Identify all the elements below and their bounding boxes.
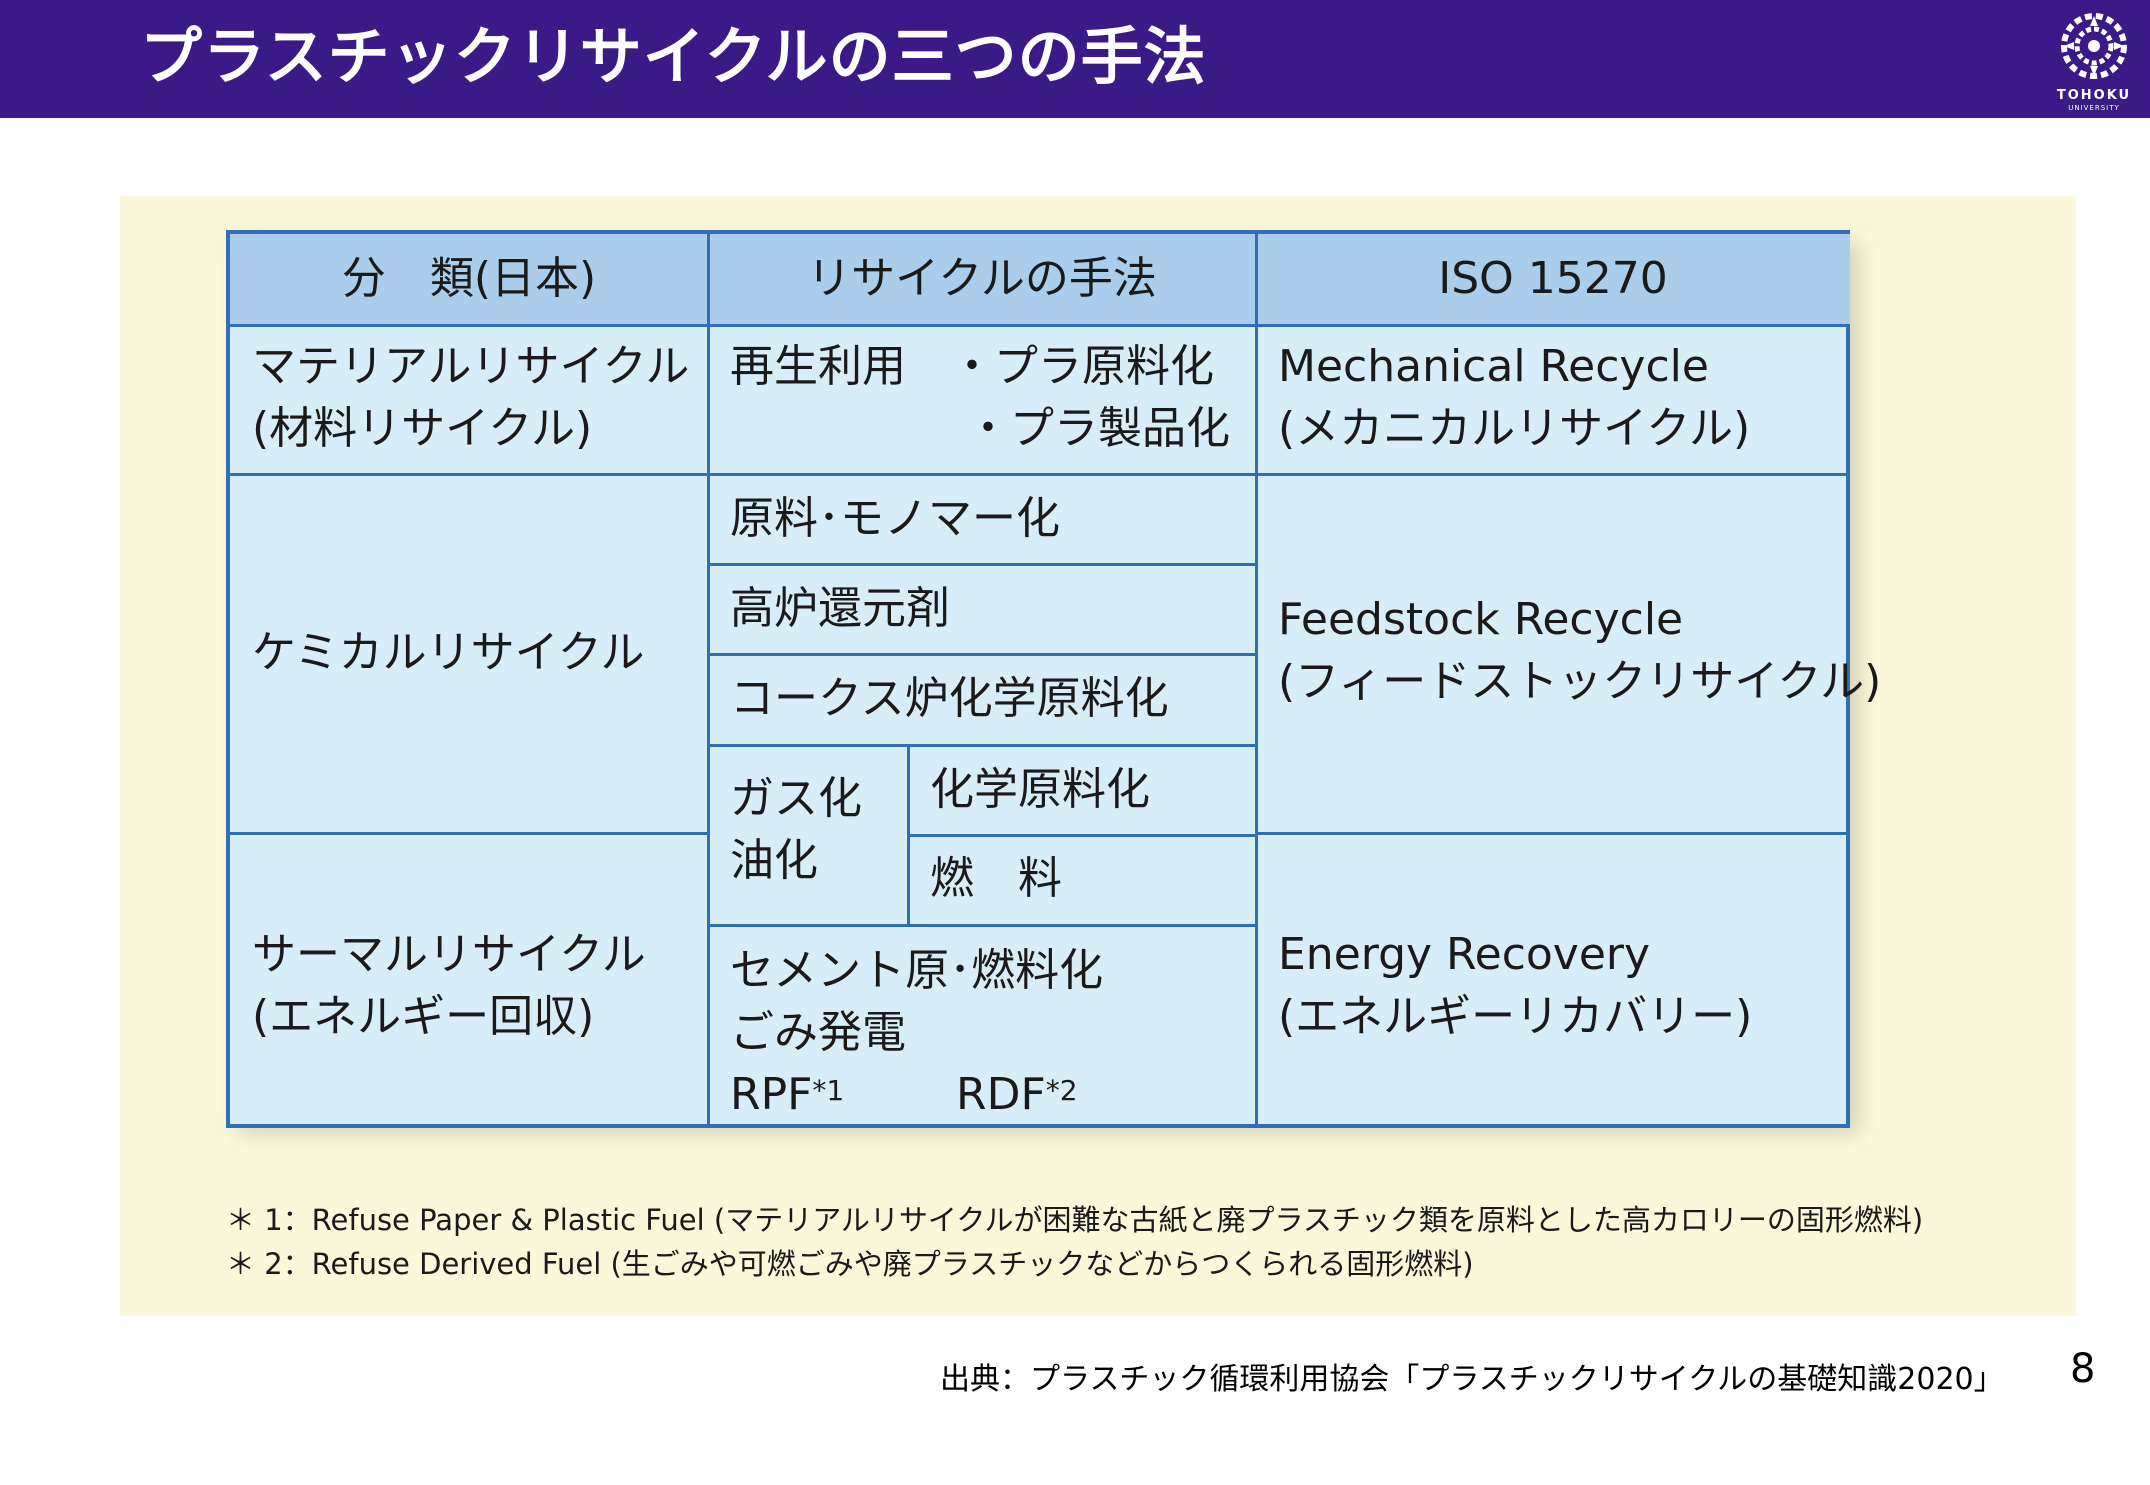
slide-title: プラスチックリサイクルの三つの手法	[140, 20, 1207, 93]
thermal-method-line2: ごみ発電	[730, 1007, 906, 1058]
recycling-methods-table: 分 類(日本) リサイクルの手法 ISO 15270 マテリアルリサイクル (材…	[226, 230, 1881, 1128]
thermal-method-line1: セメント原･燃料化	[730, 945, 1104, 996]
chemical-method-blast-furnace: 高炉還元剤	[730, 583, 950, 634]
chemical-iso-line1: Feedstock Recycle	[1278, 594, 1684, 645]
university-logo: TOHOKU UNIVERSITY	[2052, 8, 2136, 114]
row-divider	[230, 324, 1850, 327]
chemical-iso-line2: (フィードストックリサイクル)	[1278, 656, 1882, 707]
material-method-line2: ・プラ製品化	[966, 403, 1230, 454]
row-divider	[708, 653, 1256, 656]
footnote-2: ＊ 2：Refuse Derived Fuel (生ごみや可燃ごみや廃プラスチッ…	[226, 1247, 1474, 1281]
material-method-line1: 再生利用 ・プラ原料化	[730, 341, 1214, 392]
page-number: 8	[2070, 1346, 2096, 1392]
chemical-method-coke-oven: コークス炉化学原料化	[730, 673, 1169, 724]
source-citation: 出典：プラスチック循環利用協会「プラスチックリサイクルの基礎知識2020」	[940, 1362, 2004, 1397]
header-method: リサイクルの手法	[708, 234, 1256, 324]
thermal-iso-line2: (エネルギーリカバリー)	[1278, 991, 1753, 1042]
row-divider	[708, 924, 1256, 927]
column-divider	[707, 234, 710, 1128]
logo-subtext: UNIVERSITY	[2068, 104, 2120, 112]
row-divider	[230, 832, 708, 835]
material-category-line2: (材料リサイクル)	[252, 403, 593, 454]
row-divider	[1256, 832, 1850, 835]
rpf-label: RPF	[730, 1069, 813, 1120]
footnote-1: ＊ 1：Refuse Paper & Plastic Fuel (マテリアルリサ…	[226, 1203, 1924, 1237]
thermal-method-rpf: RPF*1	[730, 1064, 844, 1126]
thermal-method-rdf: RDF*2	[956, 1064, 1078, 1126]
material-iso-line2: (メカニカルリサイクル)	[1278, 403, 1751, 454]
header-iso: ISO 15270	[1256, 234, 1850, 324]
column-divider	[907, 744, 910, 924]
chemical-category: ケミカルリサイクル	[252, 627, 645, 678]
row-divider	[708, 744, 1256, 747]
chemical-method-chemical-feedstock: 化学原料化	[930, 764, 1150, 815]
logo-text: TOHOKU	[2056, 88, 2132, 103]
chemical-method-monomer: 原料･モノマー化	[730, 493, 1060, 544]
title-bar: プラスチックリサイクルの三つの手法 TOHOKU UNIVERSITY	[0, 0, 2150, 118]
thermal-category-line1: サーマルリサイクル	[252, 929, 646, 980]
thermal-iso-line1: Energy Recovery	[1278, 929, 1651, 980]
rpf-footnote-marker: *1	[812, 1074, 845, 1107]
rdf-label: RDF	[956, 1069, 1046, 1120]
material-iso-line1: Mechanical Recycle	[1278, 341, 1709, 392]
header-category: 分 類(日本)	[230, 234, 708, 324]
row-divider	[708, 563, 1256, 566]
material-category-line1: マテリアルリサイクル	[252, 341, 690, 392]
tohoku-emblem-icon	[2061, 13, 2127, 79]
footnotes: ＊ 1：Refuse Paper & Plastic Fuel (マテリアルリサ…	[226, 1198, 1923, 1286]
chemical-method-fuel: 燃 料	[930, 853, 1062, 904]
column-divider	[1255, 234, 1258, 1128]
chemical-method-gasification: ガス化	[730, 773, 862, 824]
row-divider	[230, 473, 1850, 476]
thermal-category-line2: (エネルギー回収)	[252, 991, 595, 1042]
row-divider	[908, 834, 1256, 837]
rdf-footnote-marker: *2	[1045, 1074, 1078, 1107]
chemical-method-liquefaction: 油化	[730, 835, 818, 886]
